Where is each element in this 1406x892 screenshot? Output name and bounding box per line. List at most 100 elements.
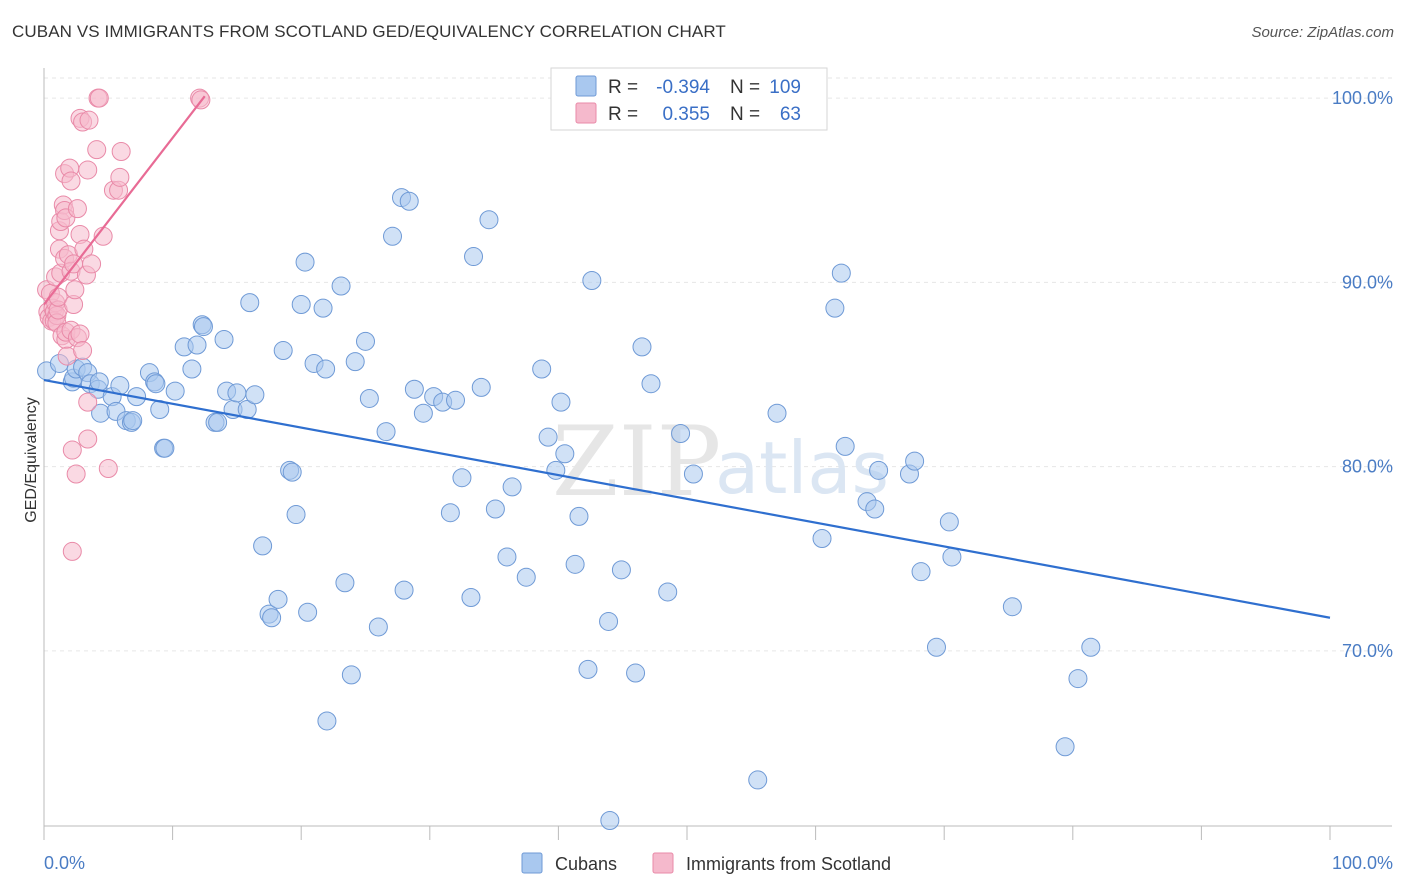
cubans-point bbox=[812, 529, 832, 549]
cubans-point bbox=[282, 462, 302, 482]
scotland-point bbox=[110, 167, 130, 187]
cubans-point bbox=[452, 468, 472, 488]
scotland-point bbox=[74, 239, 94, 259]
cubans-point bbox=[905, 451, 925, 471]
cubans-point bbox=[831, 263, 851, 283]
series-legend-swatch-cubans bbox=[521, 852, 543, 874]
scotland-trend-line bbox=[43, 95, 206, 306]
cubans-point bbox=[227, 383, 247, 403]
cubans-point bbox=[825, 298, 845, 318]
cubans-point bbox=[146, 374, 166, 394]
cubans-point bbox=[767, 403, 787, 423]
scotland-point bbox=[78, 392, 98, 412]
cubans-point bbox=[399, 191, 419, 211]
cubans-point bbox=[214, 329, 234, 349]
cubans-point bbox=[926, 637, 946, 657]
scotland-point bbox=[87, 140, 107, 160]
cubans-point bbox=[316, 359, 336, 379]
scotland-point bbox=[67, 199, 87, 219]
stats-legend: R = -0.394 N = 109 R = 0.355 N = 63 bbox=[550, 67, 828, 131]
cubans-point bbox=[313, 298, 333, 318]
legend-swatch-scotland bbox=[575, 102, 597, 124]
gridlines bbox=[44, 77, 1392, 652]
cubans-point bbox=[565, 554, 585, 574]
axes bbox=[43, 68, 1392, 840]
chart-title: CUBAN VS IMMIGRANTS FROM SCOTLAND GED/EQ… bbox=[12, 22, 726, 41]
cubans-point bbox=[502, 477, 522, 497]
y-tick-labels: 70.0% 80.0% 90.0% 100.0% bbox=[1332, 88, 1393, 661]
cubans-point bbox=[208, 412, 228, 432]
cubans-point bbox=[683, 464, 703, 484]
cubans-point bbox=[1068, 669, 1088, 689]
y-tick-label: 100.0% bbox=[1332, 88, 1393, 108]
scotland-point bbox=[65, 280, 85, 300]
legend-r-label-1: R = bbox=[608, 77, 638, 98]
cubans-point bbox=[632, 337, 652, 357]
legend-n-value-1: 109 bbox=[769, 77, 801, 98]
source-label: Source: ZipAtlas.com bbox=[1251, 24, 1394, 41]
scotland-point bbox=[70, 324, 90, 344]
y-tick-label: 70.0% bbox=[1342, 641, 1393, 661]
cubans-point bbox=[869, 460, 889, 480]
cubans-point bbox=[1081, 637, 1101, 657]
cubans-point bbox=[155, 438, 175, 458]
cubans-point bbox=[359, 388, 379, 408]
series-legend-swatch-scotland bbox=[652, 852, 674, 874]
cubans-trend-line bbox=[43, 378, 1331, 619]
series-legend: Cubans Immigrants from Scotland bbox=[521, 852, 891, 874]
cubans-point bbox=[286, 505, 306, 525]
cubans-point bbox=[516, 567, 536, 587]
x-tick-labels: 0.0% 100.0% bbox=[44, 853, 1393, 873]
cubans-point bbox=[611, 560, 631, 580]
y-tick-label: 90.0% bbox=[1342, 272, 1393, 292]
cubans-point bbox=[939, 512, 959, 532]
scotland-point bbox=[66, 464, 86, 484]
scatter-points bbox=[37, 88, 1101, 830]
legend-n-label-1: N = bbox=[730, 77, 760, 98]
watermark: ZIP atlas bbox=[552, 406, 889, 518]
cubans-point bbox=[268, 589, 288, 609]
cubans-point bbox=[865, 499, 885, 519]
cubans-point bbox=[245, 385, 265, 405]
cubans-point bbox=[569, 506, 589, 526]
cubans-point bbox=[538, 427, 558, 447]
cubans-point bbox=[295, 252, 315, 272]
series-legend-label-cubans: Cubans bbox=[555, 854, 617, 874]
cubans-point bbox=[599, 611, 619, 631]
cubans-point bbox=[187, 335, 207, 355]
scotland-point bbox=[79, 110, 99, 130]
cubans-point bbox=[262, 608, 282, 628]
cubans-point bbox=[345, 352, 365, 372]
cubans-point bbox=[291, 294, 311, 314]
cubans-point bbox=[193, 317, 213, 337]
cubans-point bbox=[626, 663, 646, 683]
cubans-point bbox=[497, 547, 517, 567]
legend-n-value-2: 63 bbox=[780, 104, 801, 125]
legend-n-label-2: N = bbox=[730, 104, 760, 125]
cubans-point bbox=[253, 536, 273, 556]
cubans-point bbox=[748, 770, 768, 790]
stats-legend-box bbox=[550, 67, 828, 131]
scotland-point bbox=[62, 541, 82, 561]
y-axis-label: GED/Equivalency bbox=[23, 397, 40, 522]
legend-r-label-2: R = bbox=[608, 104, 638, 125]
cubans-point bbox=[471, 377, 491, 397]
legend-r-value-1: -0.394 bbox=[656, 77, 710, 98]
cubans-point bbox=[182, 359, 202, 379]
x-tick-label-end: 100.0% bbox=[1332, 853, 1393, 873]
cubans-point bbox=[600, 810, 620, 830]
cubans-point bbox=[356, 331, 375, 351]
cubans-point bbox=[485, 499, 505, 519]
cubans-point bbox=[394, 580, 414, 600]
cubans-point bbox=[658, 582, 678, 602]
cubans-point bbox=[368, 617, 388, 637]
cubans-point bbox=[440, 503, 460, 523]
cubans-point bbox=[942, 547, 962, 567]
cubans-point bbox=[1002, 597, 1022, 617]
scotland-point bbox=[89, 88, 109, 108]
trend-lines bbox=[43, 95, 1331, 619]
cubans-point bbox=[298, 602, 318, 622]
cubans-point bbox=[464, 247, 484, 267]
cubans-point bbox=[317, 711, 337, 731]
